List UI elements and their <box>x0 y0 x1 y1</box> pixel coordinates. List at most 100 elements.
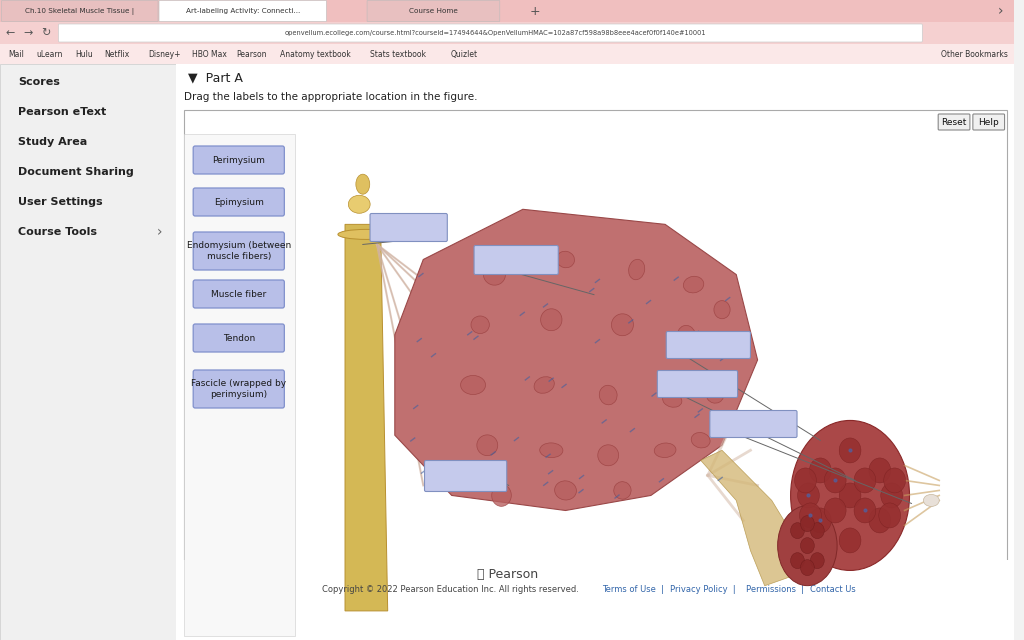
Ellipse shape <box>535 377 554 394</box>
Text: Pearson: Pearson <box>236 49 266 58</box>
FancyBboxPatch shape <box>367 1 500 22</box>
Ellipse shape <box>924 495 939 506</box>
Text: →: → <box>24 28 33 38</box>
Ellipse shape <box>810 523 824 539</box>
Ellipse shape <box>598 445 618 466</box>
Ellipse shape <box>869 458 891 483</box>
Bar <box>0 44 1015 64</box>
FancyBboxPatch shape <box>370 214 447 241</box>
Ellipse shape <box>798 483 819 508</box>
Ellipse shape <box>714 301 730 319</box>
Text: Tendon: Tendon <box>222 333 255 342</box>
FancyBboxPatch shape <box>194 146 285 174</box>
Text: ▼  Part A: ▼ Part A <box>188 72 243 84</box>
FancyBboxPatch shape <box>159 1 327 22</box>
FancyBboxPatch shape <box>710 410 797 438</box>
Text: Drag the labels to the appropriate location in the figure.: Drag the labels to the appropriate locat… <box>184 92 478 102</box>
Ellipse shape <box>791 420 909 570</box>
Ellipse shape <box>884 468 905 493</box>
Ellipse shape <box>881 483 902 508</box>
Text: Privacy Policy  |: Privacy Policy | <box>670 586 741 595</box>
Ellipse shape <box>791 523 805 539</box>
Text: Help: Help <box>978 118 999 127</box>
FancyBboxPatch shape <box>194 324 285 352</box>
Text: Art-labeling Activity: Connecti...: Art-labeling Activity: Connecti... <box>185 8 300 14</box>
Ellipse shape <box>800 503 821 528</box>
Text: openvellum.ecollege.com/course.html?courseId=17494644&OpenVellumHMAC=102a87cf598: openvellum.ecollege.com/course.html?cour… <box>285 30 707 36</box>
Bar <box>176 560 1015 640</box>
Text: Endomysium (between
muscle fibers): Endomysium (between muscle fibers) <box>186 241 291 260</box>
FancyBboxPatch shape <box>474 246 558 275</box>
Text: Muscle fiber: Muscle fiber <box>211 289 266 298</box>
Text: Other Bookmarks: Other Bookmarks <box>941 49 1008 58</box>
Text: ↻: ↻ <box>41 28 50 38</box>
Ellipse shape <box>663 393 682 407</box>
Ellipse shape <box>854 468 876 493</box>
Text: Disney+: Disney+ <box>147 49 180 58</box>
Ellipse shape <box>854 498 876 523</box>
FancyBboxPatch shape <box>973 114 1005 130</box>
Text: Copyright © 2022 Pearson Education Inc. All rights reserved.: Copyright © 2022 Pearson Education Inc. … <box>322 586 579 595</box>
Ellipse shape <box>810 552 824 568</box>
Polygon shape <box>395 209 758 511</box>
FancyBboxPatch shape <box>938 114 970 130</box>
Text: Ⓟ Pearson: Ⓟ Pearson <box>477 568 538 582</box>
Ellipse shape <box>461 376 485 394</box>
Text: uLearn: uLearn <box>37 49 62 58</box>
FancyBboxPatch shape <box>667 332 751 358</box>
Bar <box>184 110 1007 636</box>
Text: Stats textbook: Stats textbook <box>370 49 426 58</box>
Text: Quizlet: Quizlet <box>451 49 477 58</box>
Text: Document Sharing: Document Sharing <box>17 167 133 177</box>
Polygon shape <box>345 225 388 611</box>
Text: ›: › <box>157 225 162 239</box>
Text: Reset: Reset <box>941 118 967 127</box>
Ellipse shape <box>839 438 861 463</box>
Ellipse shape <box>824 468 846 493</box>
Ellipse shape <box>356 174 370 194</box>
Ellipse shape <box>477 435 498 456</box>
Text: Hulu: Hulu <box>76 49 93 58</box>
Bar <box>0 64 176 640</box>
Text: Ch.10 Skeletal Muscle Tissue |: Ch.10 Skeletal Muscle Tissue | <box>26 8 134 15</box>
Ellipse shape <box>338 229 395 239</box>
Ellipse shape <box>869 508 891 533</box>
Ellipse shape <box>629 259 645 280</box>
Ellipse shape <box>599 385 617 404</box>
Ellipse shape <box>839 483 861 508</box>
FancyBboxPatch shape <box>425 461 507 492</box>
Text: Contact Us: Contact Us <box>810 586 855 595</box>
Ellipse shape <box>809 508 831 533</box>
Ellipse shape <box>795 468 816 493</box>
FancyBboxPatch shape <box>194 280 285 308</box>
Ellipse shape <box>541 308 562 331</box>
Ellipse shape <box>540 443 563 458</box>
Ellipse shape <box>348 195 370 213</box>
Ellipse shape <box>683 276 703 293</box>
Bar <box>184 134 295 636</box>
Text: Course Tools: Course Tools <box>17 227 97 237</box>
Bar <box>176 64 1015 640</box>
Ellipse shape <box>879 503 900 528</box>
Ellipse shape <box>555 481 577 500</box>
Text: User Settings: User Settings <box>17 197 102 207</box>
FancyBboxPatch shape <box>194 370 285 408</box>
Ellipse shape <box>809 458 831 483</box>
Text: +: + <box>529 4 541 17</box>
Text: Pearson eText: Pearson eText <box>17 107 106 117</box>
Ellipse shape <box>557 252 574 268</box>
Text: Scores: Scores <box>17 77 59 87</box>
Text: Study Area: Study Area <box>17 137 87 147</box>
FancyBboxPatch shape <box>657 371 737 397</box>
Text: Anatomy textbook: Anatomy textbook <box>280 49 350 58</box>
Text: ›: › <box>997 4 1004 18</box>
Text: Mail: Mail <box>8 49 24 58</box>
Ellipse shape <box>492 484 511 506</box>
Text: Netflix: Netflix <box>103 49 129 58</box>
FancyBboxPatch shape <box>194 232 285 270</box>
Ellipse shape <box>691 433 710 448</box>
Ellipse shape <box>654 443 676 458</box>
Text: Course Home: Course Home <box>409 8 458 14</box>
Bar <box>0 22 1015 44</box>
Text: Perimysium: Perimysium <box>212 156 265 164</box>
